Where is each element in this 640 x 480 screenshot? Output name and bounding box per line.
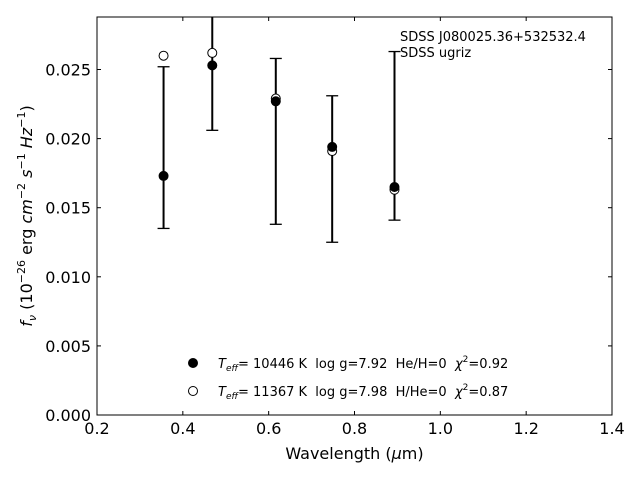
annotation-filter-set: SDSS ugriz [400,46,471,61]
point-filled [207,60,218,71]
x-axis: 0.2 0.4 0.6 0.8 1.0 1.2 1.4 [84,17,625,438]
x-tick-label: 1.4 [599,419,624,438]
error-bar [269,57,282,225]
y-tick-label: 0.025 [45,61,91,80]
data-points [158,47,400,195]
axes-frame [96,16,613,416]
legend-entry-filled: Teff= 10446 K log g=7.92 He/H=0 χ2=0.92 [188,355,508,374]
point-open [158,50,169,61]
legend-marker-filled [188,358,198,368]
point-open [207,47,218,58]
annotation-object-name: SDSS J080025.36+532532.4 [400,30,586,45]
point-filled [389,181,400,192]
y-tick-label: 0.000 [45,406,91,425]
x-tick-label: 1.0 [428,419,453,438]
x-axis-label-pre: Wavelength ( [285,444,391,463]
error-bar [388,50,401,221]
plot-area [96,16,613,416]
y-axis: 0.000 0.005 0.010 0.015 0.020 0.025 [45,61,612,425]
y-tick-label: 0.010 [45,268,91,287]
y-tick-label: 0.020 [45,130,91,149]
error-bar [157,66,170,230]
x-tick-label: 0.8 [342,419,367,438]
legend-label-open: Teff= 11367 K log g=7.98 H/He=0 χ2=0.87 [218,383,508,402]
y-tick-label: 0.005 [45,337,91,356]
x-tick-label: 0.6 [256,419,281,438]
x-tick-label: 0.4 [170,419,195,438]
x-axis-label-mu: μ [391,444,402,463]
point-filled [270,96,281,107]
legend-label-filled: Teff= 10446 K log g=7.92 He/H=0 χ2=0.92 [218,355,508,374]
x-axis-label: Wavelength (μm) [285,444,423,463]
x-tick-label: 0.2 [84,419,109,438]
legend-entry-open: Teff= 11367 K log g=7.98 H/He=0 χ2=0.87 [188,383,508,402]
error-bar [206,17,219,131]
y-axis-label: fν (10−26 erg cm−2 s−1 Hz−1) [15,105,39,326]
error-bar [326,95,339,243]
x-axis-label-post: m) [402,444,424,463]
legend: Teff= 10446 K log g=7.92 He/H=0 χ2=0.92 … [188,355,508,402]
point-filled [158,170,169,181]
legend-marker-open [188,386,198,396]
point-filled [327,141,338,152]
svg-text:fν (10−26 erg cm−2 s−1 Hz−1): fν (10−26 erg cm−2 s−1 Hz−1) [15,105,39,326]
error-bars [157,17,401,243]
x-tick-label: 1.2 [513,419,538,438]
y-tick-label: 0.015 [45,199,91,218]
